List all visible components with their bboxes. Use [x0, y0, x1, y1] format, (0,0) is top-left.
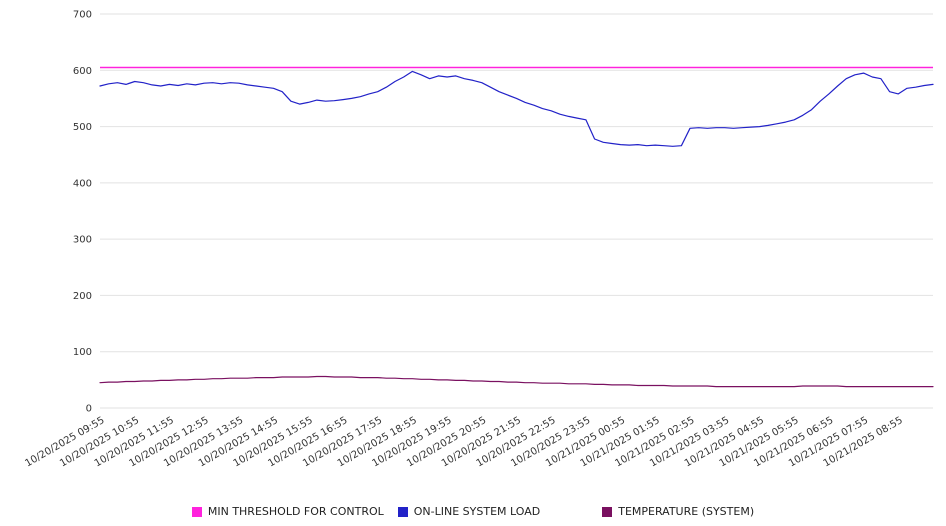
legend-swatch-system-load-icon — [397, 506, 408, 517]
chart-legend: MIN THRESHOLD FOR CONTROL ON-LINE SYSTEM… — [0, 505, 946, 518]
legend-item-temperature[interactable]: TEMPERATURE (SYSTEM) — [602, 505, 754, 518]
legend-item-min-threshold[interactable]: MIN THRESHOLD FOR CONTROL — [191, 505, 384, 518]
y-axis-tick-label: 200 — [73, 291, 92, 302]
y-axis-tick-label: 100 — [73, 347, 92, 358]
y-axis-tick-label: 500 — [73, 122, 92, 133]
legend-label-temperature: TEMPERATURE (SYSTEM) — [618, 505, 755, 518]
series-temperature — [99, 375, 934, 388]
series-system-load — [99, 70, 934, 147]
y-axis-tick-label: 300 — [73, 235, 92, 246]
y-axis-tick-label: 700 — [73, 10, 92, 21]
legend-swatch-min-threshold-icon — [191, 506, 202, 517]
legend-item-system-load[interactable]: ON-LINE SYSTEM LOAD — [397, 505, 541, 518]
y-axis-tick-label: 600 — [73, 66, 92, 77]
legend-label-min-threshold: MIN THRESHOLD FOR CONTROL — [207, 505, 384, 518]
y-axis-tick-label: 0 — [86, 404, 92, 415]
legend-swatch-temperature-icon — [602, 506, 613, 517]
legend-label-system-load: ON-LINE SYSTEM LOAD — [413, 505, 541, 518]
y-axis-tick-label: 400 — [73, 178, 92, 189]
